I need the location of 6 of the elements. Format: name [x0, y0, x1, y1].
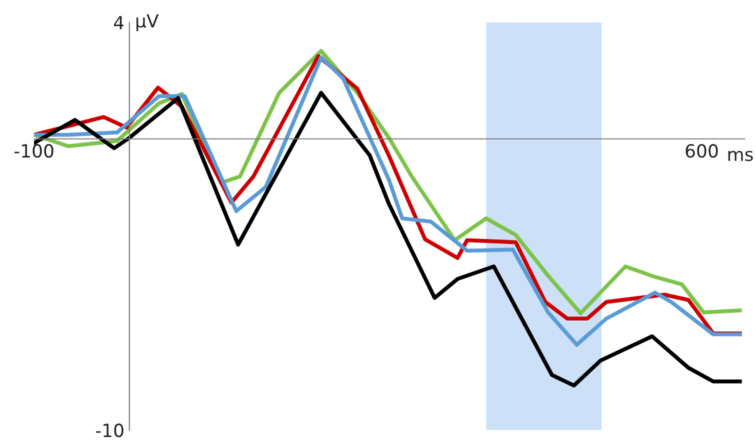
y-axis-title: µV [136, 14, 159, 32]
y-tick-label: 4 [114, 16, 124, 30]
x-tick-label: -100 [14, 144, 54, 158]
x-axis-title: ms [728, 150, 753, 162]
x-tick-label: 600 [686, 144, 718, 158]
y-tick-label: -10 [96, 424, 124, 438]
